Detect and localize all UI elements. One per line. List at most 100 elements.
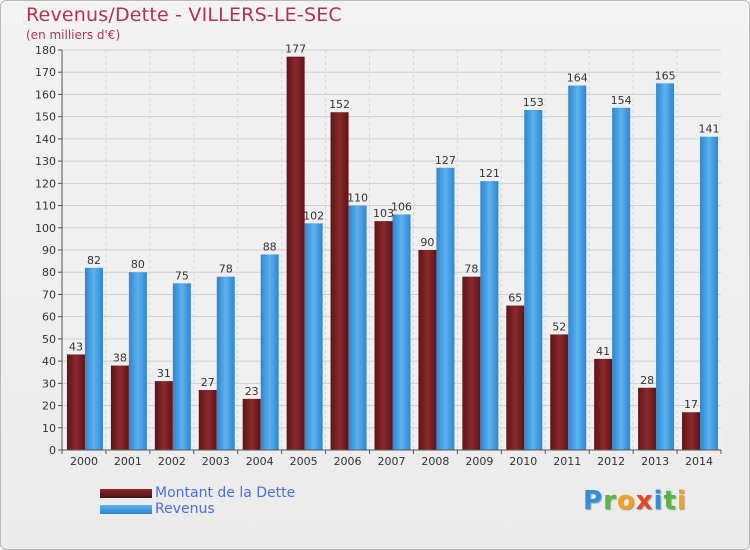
y-tick-label: 50 (42, 333, 56, 346)
x-tick-label: 2013 (641, 455, 669, 468)
y-tick-label: 130 (35, 155, 56, 168)
bar-revenus (304, 223, 323, 450)
logo-letter: r (603, 486, 617, 516)
x-tick-label: 2004 (246, 455, 274, 468)
bar-dette (286, 56, 305, 451)
x-tick-label: 2011 (553, 455, 581, 468)
x-tick-label: 2001 (114, 455, 142, 468)
data-label: 82 (87, 254, 101, 267)
bar-dette (638, 387, 657, 450)
data-label: 106 (391, 200, 412, 213)
x-tick-label: 2005 (290, 455, 318, 468)
bar-dette (374, 221, 393, 450)
logo-letter: t (663, 486, 677, 516)
bar-revenus (260, 254, 279, 450)
data-label: 17 (684, 398, 698, 411)
bar-revenus (524, 110, 543, 450)
legend-label-revenus: Revenus (155, 501, 215, 517)
data-label: 110 (347, 192, 368, 205)
data-label: 27 (201, 376, 215, 389)
y-tick-label: 170 (35, 66, 56, 79)
data-label: 75 (175, 269, 189, 282)
x-tick-label: 2009 (465, 455, 493, 468)
data-label: 177 (285, 43, 306, 56)
data-label: 127 (435, 154, 456, 167)
y-tick-label: 120 (35, 177, 56, 190)
chart-subtitle: (en milliers d'€) (26, 28, 121, 42)
data-label: 52 (552, 320, 566, 333)
x-tick-label: 2003 (202, 455, 230, 468)
y-tick-label: 110 (35, 200, 56, 213)
y-tick-label: 140 (35, 133, 56, 146)
bar-dette (154, 381, 173, 450)
legend-swatch-dette (100, 489, 152, 498)
data-label: 152 (329, 98, 350, 111)
legend-swatch-revenus (100, 505, 152, 514)
data-label: 141 (699, 123, 720, 136)
bar-revenus (568, 85, 587, 451)
data-label: 153 (523, 96, 544, 109)
bar-revenus (128, 272, 147, 450)
bar-revenus (216, 276, 235, 450)
bar-dette (594, 358, 613, 450)
bar-revenus (436, 167, 455, 450)
x-tick-label: 2012 (597, 455, 625, 468)
x-tick-label: 2006 (334, 455, 362, 468)
data-label: 28 (640, 374, 654, 387)
bar-dette (66, 354, 85, 450)
bar-dette (462, 276, 481, 450)
data-label: 165 (655, 69, 676, 82)
data-label: 121 (479, 167, 500, 180)
data-label: 43 (69, 340, 83, 353)
data-label: 88 (263, 240, 277, 253)
bar-revenus (172, 283, 191, 450)
bar-dette (418, 250, 437, 450)
logo-letter: i (676, 486, 687, 516)
y-tick-label: 30 (42, 377, 56, 390)
proxiti-logo: Proxiti (583, 486, 687, 516)
y-tick-label: 180 (35, 44, 56, 57)
y-tick-label: 40 (42, 355, 56, 368)
data-label: 78 (464, 263, 478, 276)
y-tick-label: 80 (42, 266, 56, 279)
data-label: 154 (611, 94, 632, 107)
data-label: 102 (303, 209, 324, 222)
data-label: 23 (245, 385, 259, 398)
y-tick-label: 100 (35, 222, 56, 235)
logo-letter: o (616, 486, 636, 516)
data-label: 38 (113, 352, 127, 365)
bar-revenus (480, 181, 499, 450)
data-label: 31 (157, 367, 171, 380)
logo-letter: i (653, 486, 664, 516)
bar-dette (110, 365, 129, 450)
bar-dette (682, 412, 701, 450)
x-tick-label: 2010 (509, 455, 537, 468)
chart-title: Revenus/Dette - VILLERS-LE-SEC (26, 4, 342, 26)
y-tick-label: 60 (42, 311, 56, 324)
logo-letter: P (583, 486, 604, 516)
logo-letter: x (635, 486, 654, 516)
bar-revenus (700, 136, 719, 450)
y-tick-label: 10 (42, 422, 56, 435)
data-label: 78 (219, 263, 233, 276)
y-tick-label: 90 (42, 244, 56, 257)
bar-dette (198, 390, 217, 450)
bar-revenus (392, 214, 411, 450)
y-tick-label: 70 (42, 288, 56, 301)
bar-dette (330, 112, 349, 450)
y-tick-label: 160 (35, 88, 56, 101)
data-label: 80 (131, 258, 145, 271)
legend-label-dette: Montant de la Dette (155, 485, 296, 501)
bar-revenus (84, 267, 103, 450)
data-label: 41 (596, 345, 610, 358)
y-tick-label: 150 (35, 111, 56, 124)
bar-revenus (348, 205, 367, 450)
x-tick-label: 2014 (685, 455, 713, 468)
data-label: 103 (373, 207, 394, 220)
bar-revenus (612, 107, 631, 451)
data-label: 90 (420, 236, 434, 249)
bar-revenus (656, 83, 675, 450)
y-tick-label: 0 (49, 444, 56, 457)
x-tick-label: 2002 (158, 455, 186, 468)
